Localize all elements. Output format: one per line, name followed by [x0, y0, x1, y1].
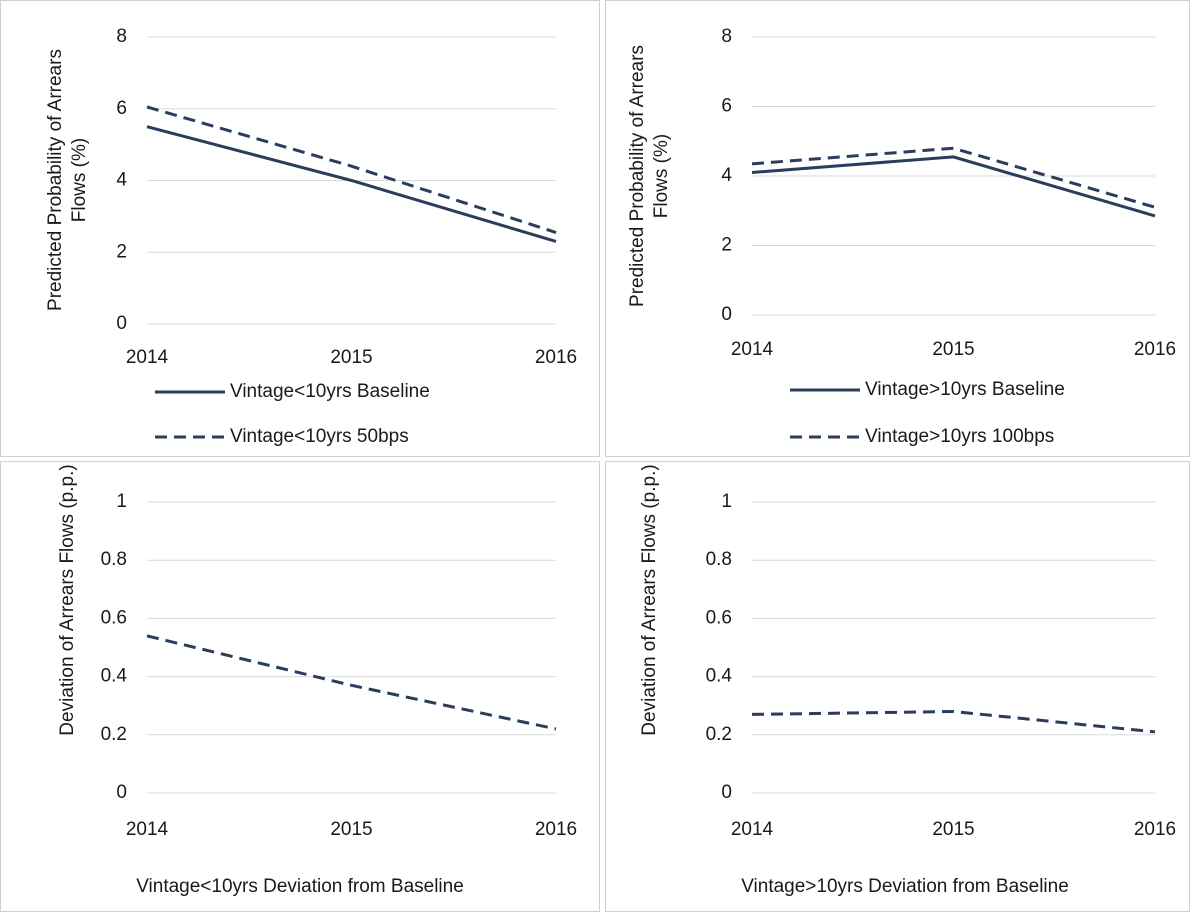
x-tick-label: 2015	[330, 819, 372, 840]
y-axis-label: Predicted Probability of Arrears Flows (…	[627, 45, 672, 307]
y-tick-label: 0.4	[706, 666, 733, 687]
y-tick-label: 0.4	[101, 666, 128, 687]
series-line	[146, 634, 557, 731]
y-axis-label: Deviation of Arrears Flows (p.p.)	[57, 464, 78, 736]
series-line	[751, 710, 1156, 734]
x-tick-label: 2015	[932, 339, 974, 360]
y-tick-label: 1	[721, 491, 732, 512]
x-tick-label: 2015	[932, 819, 974, 840]
y-tick-label: 4	[116, 170, 127, 191]
series-line	[146, 125, 557, 243]
legend-label: Vintage<10yrs Baseline	[230, 381, 430, 402]
y-tick-label: 8	[721, 26, 732, 47]
series-line	[751, 146, 1156, 209]
y-tick-label: 2	[721, 235, 732, 256]
y-tick-label: 0.8	[101, 549, 127, 570]
legend-label: Vintage<10yrs 50bps	[230, 426, 409, 447]
series-line	[751, 155, 1156, 218]
legend-label: Vintage>10yrs Baseline	[865, 379, 1065, 400]
x-tick-label: 2016	[1134, 819, 1176, 840]
y-tick-label: 0.6	[101, 607, 127, 628]
y-tick-label: 0	[116, 313, 127, 334]
x-tick-label: 2014	[731, 339, 774, 360]
panel-border	[605, 461, 1190, 912]
x-tick-label: 2014	[731, 819, 774, 840]
x-tick-label: 2014	[126, 347, 169, 368]
y-tick-label: 0.8	[706, 549, 732, 570]
x-tick-label: 2016	[535, 819, 577, 840]
y-tick-label: 6	[116, 98, 127, 119]
panel-border	[0, 0, 600, 457]
y-axis-label: Predicted Probability of Arrears Flows (…	[45, 49, 90, 311]
x-tick-label: 2016	[1134, 339, 1176, 360]
x-tick-label: 2016	[535, 347, 577, 368]
y-tick-label: 0	[116, 782, 127, 803]
y-tick-label: 0	[721, 782, 732, 803]
y-axis-label: Deviation of Arrears Flows (p.p.)	[639, 464, 660, 736]
x-tick-label: 2014	[126, 819, 169, 840]
y-tick-label: 2	[116, 241, 127, 262]
y-tick-label: 0.2	[706, 724, 732, 745]
legend-label: Vintage>10yrs 100bps	[865, 426, 1054, 447]
series-line	[146, 105, 557, 234]
legend-label: Vintage>10yrs Deviation from Baseline	[741, 876, 1069, 897]
y-tick-label: 0.2	[101, 724, 127, 745]
x-tick-label: 2015	[330, 347, 372, 368]
y-tick-label: 6	[721, 96, 732, 117]
y-tick-label: 1	[116, 491, 127, 512]
y-tick-label: 0	[721, 304, 732, 325]
y-tick-label: 8	[116, 26, 127, 47]
legend-label: Vintage<10yrs Deviation from Baseline	[136, 876, 464, 897]
panel-border	[0, 461, 600, 912]
y-tick-label: 0.6	[706, 607, 732, 628]
y-tick-label: 4	[721, 165, 732, 186]
